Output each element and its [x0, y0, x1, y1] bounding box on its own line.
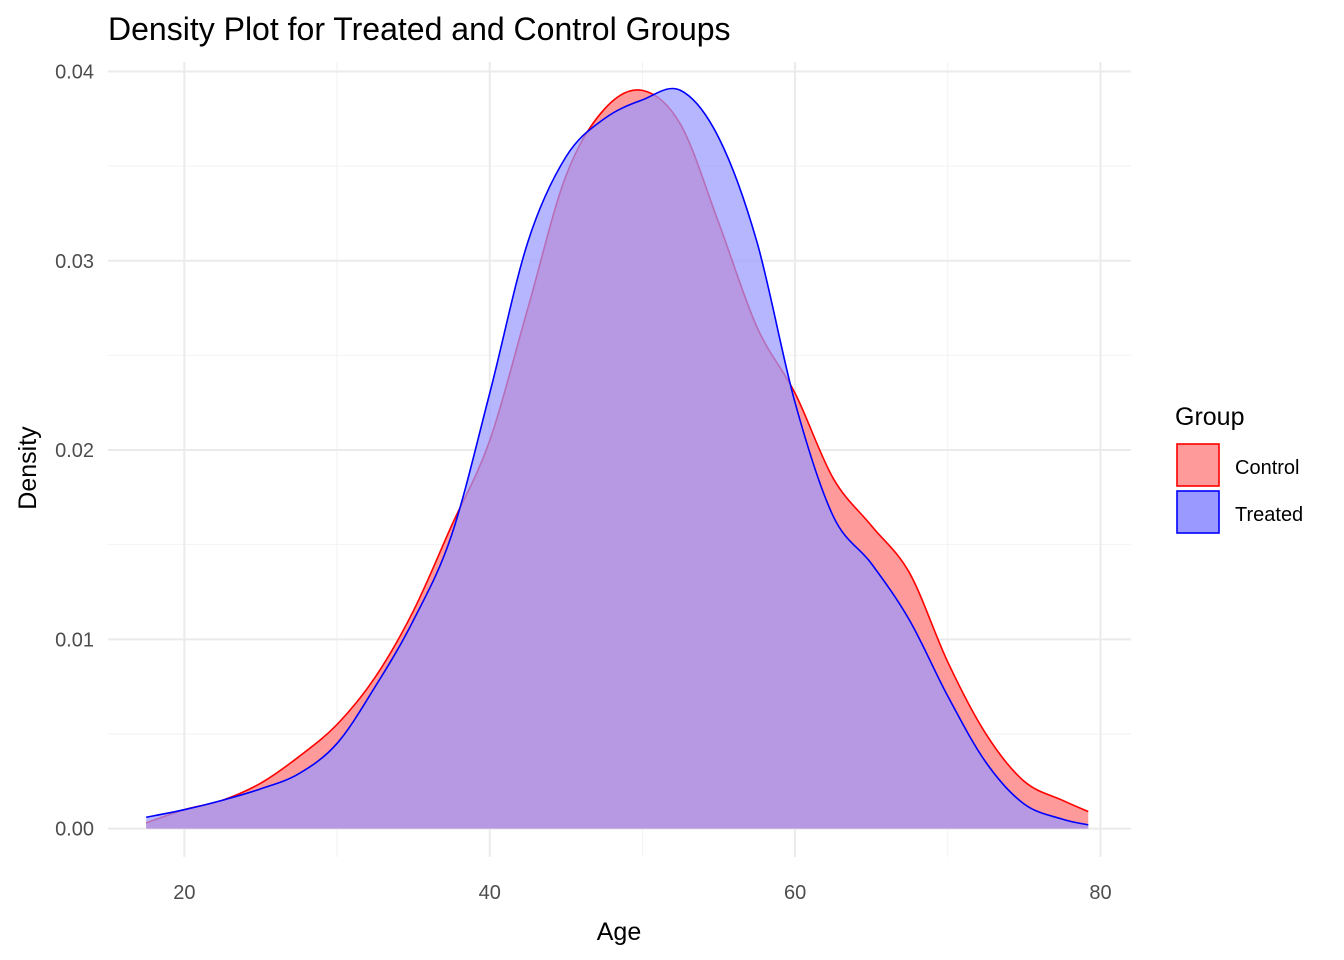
y-tick-label: 0.03 — [55, 251, 94, 273]
x-tick-label: 60 — [784, 882, 806, 904]
control-legend-key — [1176, 443, 1220, 487]
control-legend-label: Control — [1235, 457, 1299, 479]
x-axis-ticks: 20 40 60 80 — [173, 882, 1111, 904]
x-tick-label: 80 — [1089, 882, 1111, 904]
y-axis-ticks: 0.00 0.01 0.02 0.03 0.04 — [55, 61, 94, 840]
control-density-line — [145, 89, 1089, 824]
y-tick-label: 0.00 — [55, 819, 94, 841]
legend-title: Group — [1175, 403, 1244, 431]
x-axis-title: Age — [597, 918, 641, 946]
treated-density-line — [146, 87, 1089, 826]
legend: Group Control Treated — [1175, 403, 1303, 534]
y-tick-label: 0.01 — [55, 629, 94, 651]
y-tick-label: 0.04 — [55, 61, 94, 83]
density-areas — [145, 87, 1089, 829]
x-tick-label: 20 — [173, 882, 195, 904]
treated-legend-key — [1176, 490, 1220, 534]
y-tick-label: 0.02 — [55, 440, 94, 462]
x-tick-label: 40 — [479, 882, 501, 904]
y-axis-title: Density — [14, 426, 42, 510]
treated-density-area — [146, 88, 1089, 829]
chart-title: Density Plot for Treated and Control Gro… — [108, 11, 731, 47]
treated-legend-label: Treated — [1235, 504, 1303, 526]
